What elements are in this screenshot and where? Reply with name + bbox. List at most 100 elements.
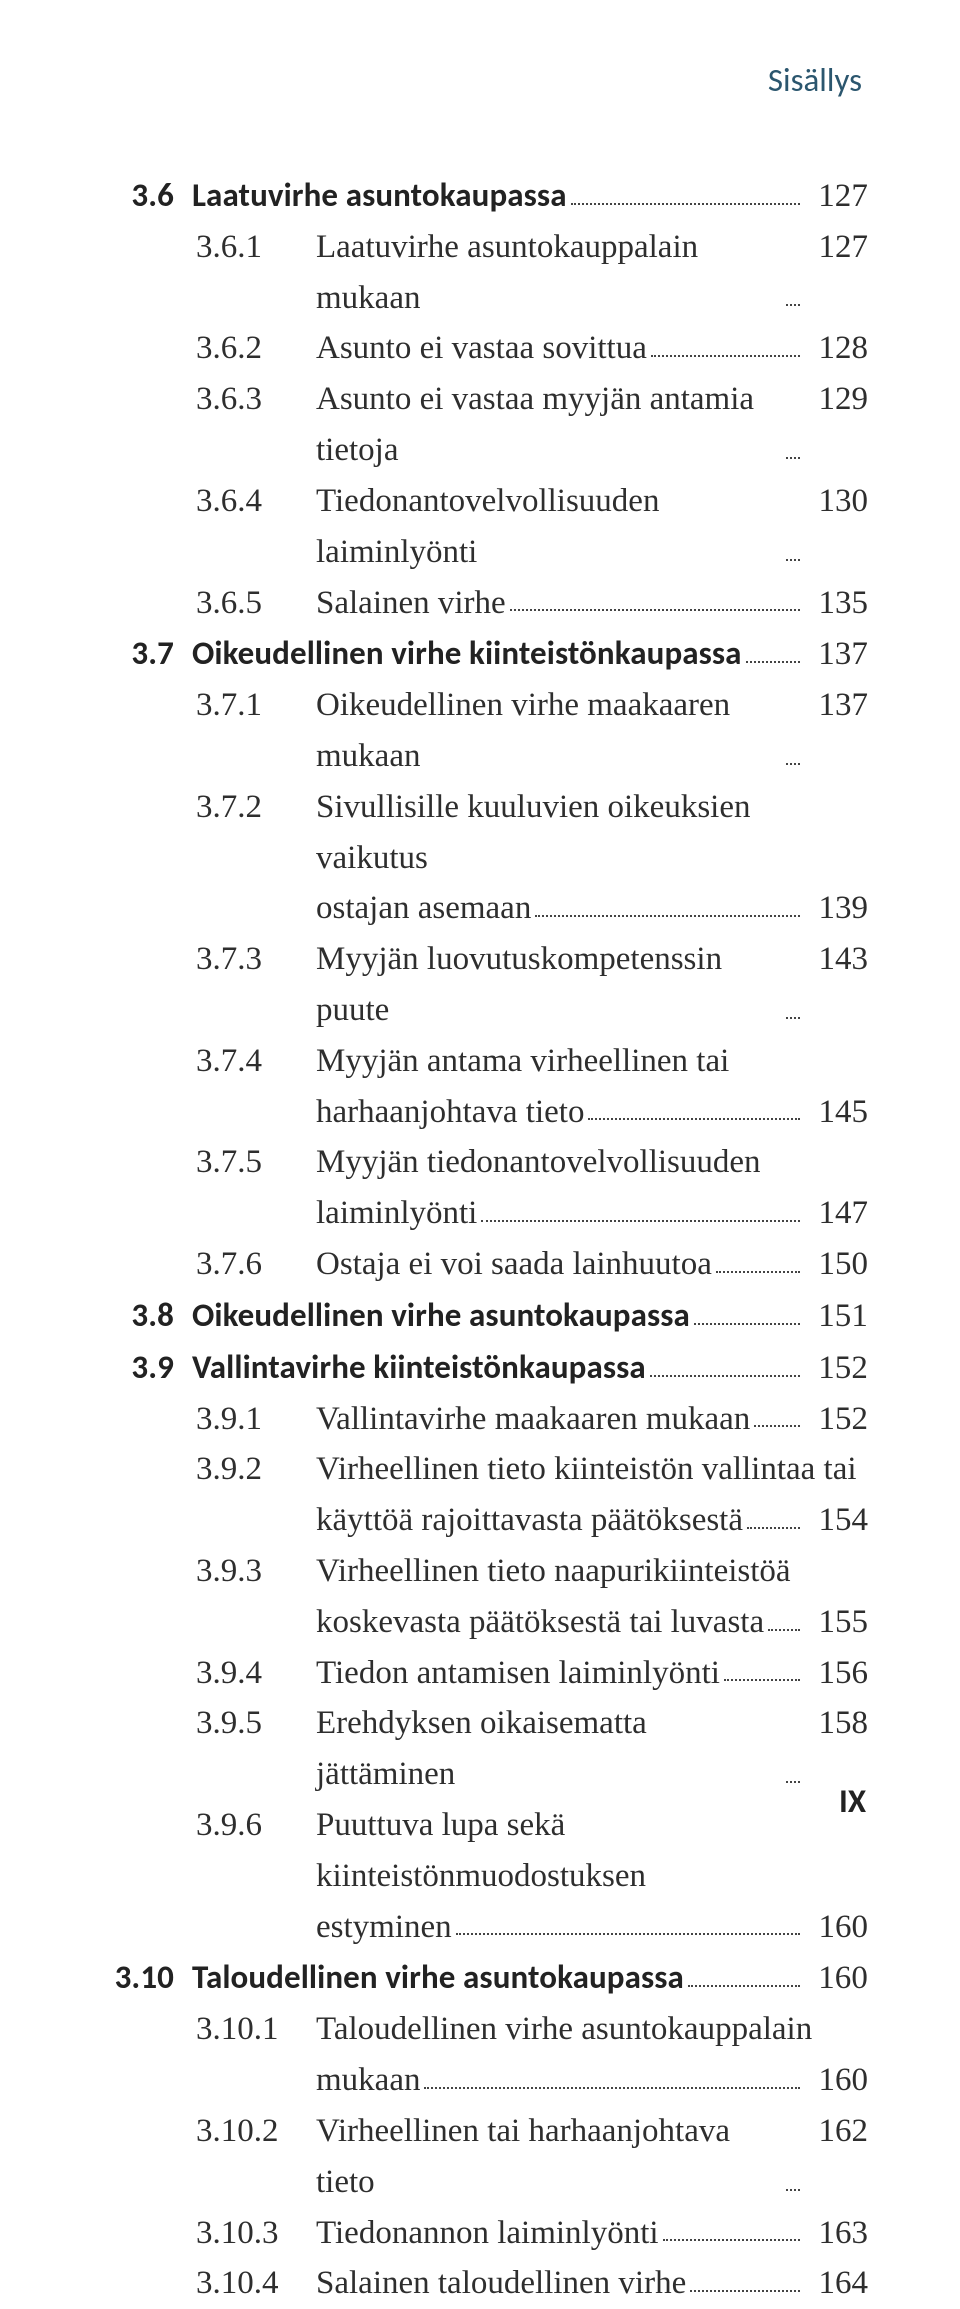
toc-entry: 3.10.3Tiedonannon laiminlyönti163 — [66, 2208, 868, 2259]
toc-number: 3.9.2 — [66, 1444, 316, 1495]
toc-entry: 3.9.5Erehdyksen oikaisematta jättäminen 1… — [66, 1698, 868, 1800]
toc-title: Taloudellinen virhe asuntokauppalain — [316, 2004, 812, 2055]
table-of-contents: 3.6Laatuvirhe asuntokaupassa1273.6.1Laat… — [66, 170, 868, 2309]
toc-page: 163 — [806, 2208, 868, 2259]
leader-dots — [690, 2289, 800, 2292]
toc-title: Oikeudellinen virhe kiinteistönkaupassa — [192, 628, 742, 679]
toc-page: 129 — [806, 374, 868, 425]
toc-number: 3.10.2 — [66, 2106, 316, 2157]
toc-title: Vallintavirhe kiinteistönkaupassa — [192, 1342, 646, 1393]
toc-number: 3.9.4 — [66, 1648, 316, 1699]
toc-number: 3.7.3 — [66, 934, 316, 985]
toc-title: Erehdyksen oikaisematta jättäminen — [316, 1698, 782, 1800]
toc-entry-continuation: käyttöä rajoittavasta päätöksestä 154 — [66, 1495, 868, 1546]
toc-entry-continuation: koskevasta päätöksestä tai luvasta 155 — [66, 1597, 868, 1648]
toc-number: 3.8 — [66, 1290, 192, 1341]
toc-number: 3.7.2 — [66, 782, 316, 833]
toc-title: Tiedonannon laiminlyönti — [316, 2208, 659, 2259]
toc-entry: 3.9.6Puuttuva lupa sekä kiinteistönmuodo… — [66, 1800, 868, 1902]
leader-dots — [694, 1322, 800, 1325]
toc-entry-continuation: laiminlyönti 147 — [66, 1188, 868, 1239]
leader-dots — [650, 1374, 800, 1377]
toc-entry: 3.10Taloudellinen virhe asuntokaupassa16… — [66, 1952, 868, 2004]
toc-title: Oikeudellinen virhe maakaaren mukaan — [316, 680, 782, 782]
toc-page: 145 — [806, 1087, 868, 1138]
toc-number: 3.9.5 — [66, 1698, 316, 1749]
toc-entry: 3.7Oikeudellinen virhe kiinteistönkaupas… — [66, 628, 868, 680]
toc-page: 158 — [806, 1698, 868, 1749]
toc-number: 3.9.6 — [66, 1800, 316, 1851]
toc-page: 154 — [806, 1495, 868, 1546]
leader-dots — [786, 1016, 800, 1019]
toc-title: Myyjän antama virheellinen tai — [316, 1036, 729, 1087]
toc-title: Virheellinen tai harhaanjohtava tieto — [316, 2106, 782, 2208]
toc-entry: 3.9.2Virheellinen tieto kiinteistön vall… — [66, 1444, 868, 1495]
toc-number: 3.10 — [66, 1952, 192, 2003]
toc-number: 3.10.4 — [66, 2258, 316, 2309]
toc-page: 137 — [806, 680, 868, 731]
document-page: Sisällys 3.6Laatuvirhe asuntokaupassa127… — [0, 0, 960, 1907]
toc-entry: 3.8Oikeudellinen virhe asuntokaupassa151 — [66, 1290, 868, 1342]
toc-title: estyminen — [316, 1902, 452, 1953]
toc-title: Salainen taloudellinen virhe — [316, 2258, 686, 2309]
toc-title: Virheellinen tieto kiinteistön vallintaa… — [316, 1444, 857, 1495]
leader-dots — [456, 1932, 800, 1935]
leader-dots — [651, 354, 800, 357]
toc-entry: 3.10.1Taloudellinen virhe asuntokauppala… — [66, 2004, 868, 2055]
toc-entry: 3.7.4Myyjän antama virheellinen tai — [66, 1036, 868, 1087]
toc-page: 155 — [806, 1597, 868, 1648]
leader-dots — [481, 1219, 800, 1222]
toc-entry: 3.6.4Tiedonantovelvollisuuden laiminlyön… — [66, 476, 868, 578]
toc-number: 3.6.2 — [66, 323, 316, 374]
toc-title: Laatuvirhe asuntokauppalain mukaan — [316, 222, 782, 324]
toc-title: käyttöä rajoittavasta päätöksestä — [316, 1495, 743, 1546]
toc-number: 3.7 — [66, 628, 192, 679]
toc-title: koskevasta päätöksestä tai luvasta — [316, 1597, 764, 1648]
toc-number: 3.6.4 — [66, 476, 316, 527]
toc-page: 160 — [806, 1902, 868, 1953]
toc-entry: 3.6.5Salainen virhe135 — [66, 578, 868, 629]
toc-title: ostajan asemaan — [316, 883, 531, 934]
toc-number: 3.6 — [66, 170, 192, 221]
toc-title: Ostaja ei voi saada lainhuutoa — [316, 1239, 712, 1290]
toc-number: 3.7.4 — [66, 1036, 316, 1087]
leader-dots — [716, 1270, 800, 1273]
toc-page: 160 — [806, 2055, 868, 2106]
toc-entry: 3.7.6Ostaja ei voi saada lainhuutoa 150 — [66, 1239, 868, 1290]
leader-dots — [768, 1628, 800, 1631]
toc-entry: 3.9.1Vallintavirhe maakaaren mukaan152 — [66, 1394, 868, 1445]
toc-number: 3.9.3 — [66, 1546, 316, 1597]
toc-title: Tiedon antamisen laiminlyönti — [316, 1648, 720, 1699]
leader-dots — [688, 1984, 800, 1987]
toc-entry-continuation: ostajan asemaan 139 — [66, 883, 868, 934]
toc-page: 135 — [806, 578, 868, 629]
leader-dots — [663, 2238, 800, 2241]
toc-page: 152 — [806, 1343, 868, 1394]
leader-dots — [588, 1117, 800, 1120]
toc-number: 3.7.5 — [66, 1137, 316, 1188]
toc-entry: 3.7.5Myyjän tiedonantovelvollisuuden — [66, 1137, 868, 1188]
running-head: Sisällys — [66, 60, 868, 100]
toc-entry: 3.9Vallintavirhe kiinteistönkaupassa 152 — [66, 1342, 868, 1394]
toc-title: laiminlyönti — [316, 1188, 477, 1239]
toc-page: 147 — [806, 1188, 868, 1239]
toc-page: 152 — [806, 1394, 868, 1445]
toc-page: 130 — [806, 476, 868, 527]
leader-dots — [786, 303, 800, 306]
toc-title: Laatuvirhe asuntokaupassa — [192, 170, 567, 221]
toc-page: 139 — [806, 883, 868, 934]
leader-dots — [724, 1678, 800, 1681]
toc-entry-continuation: harhaanjohtava tieto 145 — [66, 1087, 868, 1138]
toc-number: 3.9 — [66, 1342, 192, 1393]
toc-entry: 3.6.3Asunto ei vastaa myyjän antamia tie… — [66, 374, 868, 476]
toc-page: 150 — [806, 1239, 868, 1290]
toc-title: Tiedonantovelvollisuuden laiminlyönti — [316, 476, 782, 578]
toc-entry: 3.10.2Virheellinen tai harhaanjohtava ti… — [66, 2106, 868, 2208]
toc-title: harhaanjohtava tieto — [316, 1087, 584, 1138]
toc-number: 3.7.6 — [66, 1239, 316, 1290]
toc-entry-continuation: mukaan160 — [66, 2055, 868, 2106]
leader-dots — [746, 660, 800, 663]
toc-number: 3.6.3 — [66, 374, 316, 425]
toc-number: 3.6.1 — [66, 222, 316, 273]
toc-title: Myyjän tiedonantovelvollisuuden — [316, 1137, 761, 1188]
